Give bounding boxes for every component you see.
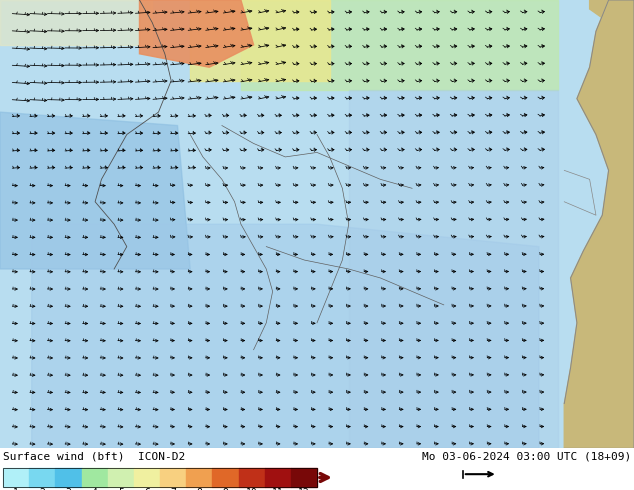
Text: 2: 2: [39, 489, 46, 490]
Polygon shape: [0, 112, 190, 269]
Bar: [212, 468, 238, 487]
Bar: [0, 0, 152, 45]
Bar: [241, 0, 558, 90]
Polygon shape: [590, 0, 634, 31]
Polygon shape: [564, 171, 596, 215]
Bar: [82, 468, 108, 487]
Bar: [238, 468, 265, 487]
Text: 12: 12: [298, 489, 310, 490]
Text: 6: 6: [144, 489, 150, 490]
Bar: [349, 90, 558, 448]
Polygon shape: [564, 0, 634, 448]
Bar: [291, 468, 317, 487]
Text: 8: 8: [197, 489, 202, 490]
Bar: [134, 468, 160, 487]
Text: Mo 03-06-2024 03:00 UTC (18+09): Mo 03-06-2024 03:00 UTC (18+09): [422, 452, 631, 462]
Text: 1: 1: [13, 489, 19, 490]
Bar: [265, 468, 291, 487]
Polygon shape: [139, 0, 254, 67]
Bar: [190, 0, 330, 81]
Bar: [3, 468, 317, 487]
Polygon shape: [32, 224, 539, 448]
Bar: [3, 468, 29, 487]
Text: 4: 4: [92, 489, 98, 490]
Text: 7: 7: [170, 489, 176, 490]
Bar: [186, 468, 212, 487]
Bar: [160, 468, 186, 487]
Bar: [56, 468, 82, 487]
Bar: [29, 468, 56, 487]
Bar: [108, 468, 134, 487]
Text: 9: 9: [223, 489, 228, 490]
Text: 5: 5: [118, 489, 124, 490]
Text: Surface wind (bft)  ICON-D2: Surface wind (bft) ICON-D2: [3, 452, 185, 462]
Text: 10: 10: [246, 489, 257, 490]
Text: 3: 3: [65, 489, 72, 490]
Text: 11: 11: [272, 489, 283, 490]
